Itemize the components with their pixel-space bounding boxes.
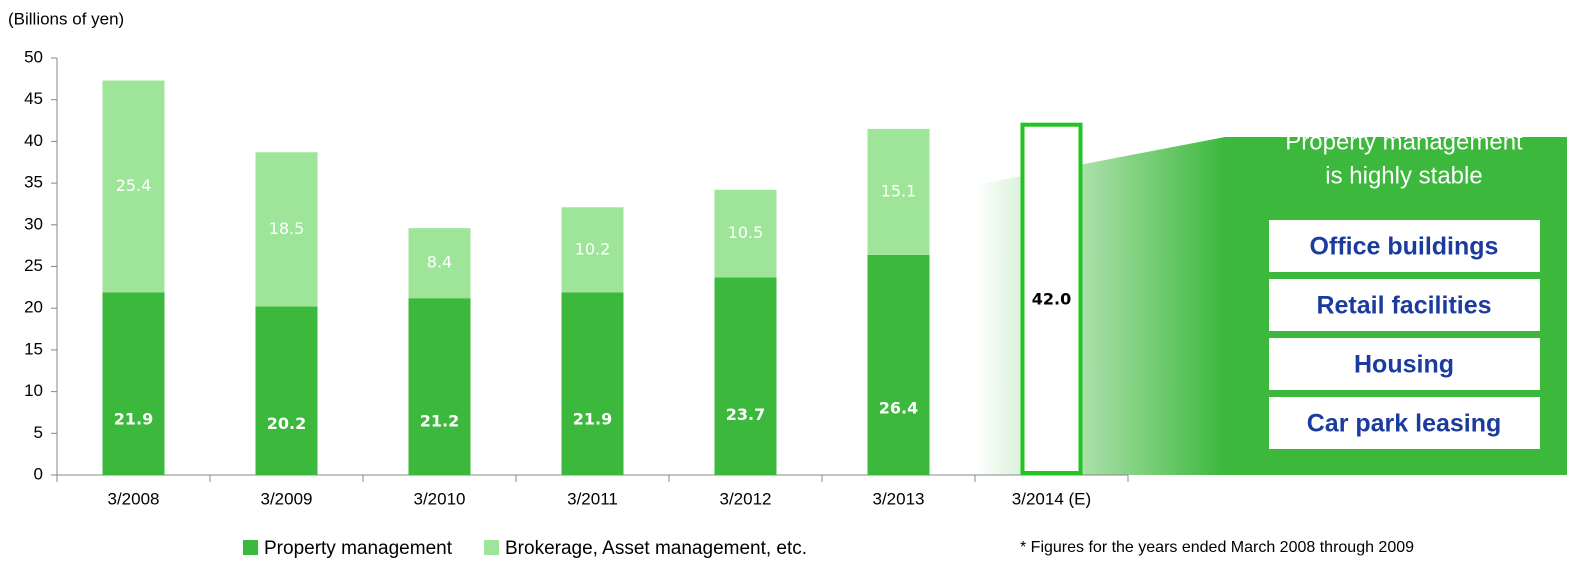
value-label: 8.4 bbox=[427, 253, 452, 272]
value-label: 26.4 bbox=[879, 398, 918, 417]
x-tick-label: 3/2010 bbox=[414, 489, 466, 508]
y-tick-label: 30 bbox=[24, 214, 43, 233]
bar-segment bbox=[714, 277, 777, 475]
x-tick-label: 3/2013 bbox=[873, 489, 925, 508]
bar-segment bbox=[714, 189, 777, 278]
value-label: 21.2 bbox=[420, 411, 459, 430]
value-label: 21.9 bbox=[114, 410, 153, 429]
bar-segment bbox=[561, 207, 624, 293]
value-label: 23.7 bbox=[726, 405, 765, 424]
y-tick-label: 15 bbox=[24, 339, 43, 358]
value-label: 21.9 bbox=[573, 410, 612, 429]
bar-segment bbox=[867, 254, 930, 475]
callout-box bbox=[1269, 338, 1540, 390]
callout-fade bbox=[975, 137, 1225, 475]
bar-segment bbox=[867, 128, 930, 255]
value-label: 20.2 bbox=[267, 414, 306, 433]
value-label: 18.5 bbox=[269, 219, 305, 238]
estimate-label: 42.0 bbox=[1032, 289, 1071, 308]
x-tick-label: 3/2008 bbox=[108, 489, 160, 508]
x-tick-label: 3/2014 (E) bbox=[1012, 489, 1091, 508]
bar-segment bbox=[102, 292, 165, 475]
callout-item: Retail facilities bbox=[1316, 292, 1491, 320]
y-tick-label: 0 bbox=[34, 464, 43, 483]
callout-item: Car park leasing bbox=[1307, 410, 1502, 438]
y-tick-label: 45 bbox=[24, 89, 43, 108]
y-tick-label: 5 bbox=[34, 423, 43, 442]
y-tick-label: 20 bbox=[24, 298, 43, 317]
legend-swatch bbox=[243, 540, 258, 555]
bar-segment bbox=[561, 292, 624, 475]
callout-box bbox=[1269, 220, 1540, 272]
callout-title: Property management bbox=[1285, 128, 1523, 155]
value-label: 10.2 bbox=[575, 239, 611, 258]
x-tick-label: 3/2011 bbox=[567, 489, 618, 508]
value-label: 15.1 bbox=[881, 181, 917, 200]
footnote: * Figures for the years ended March 2008… bbox=[1020, 539, 1414, 556]
y-tick-label: 10 bbox=[24, 381, 43, 400]
callout-title: is highly stable bbox=[1325, 162, 1482, 189]
value-label: 10.5 bbox=[728, 223, 764, 242]
callout-item: Housing bbox=[1354, 351, 1454, 379]
y-axis-label: (Billions of yen) bbox=[8, 9, 124, 28]
legend-label: Brokerage, Asset management, etc. bbox=[505, 538, 807, 559]
bar-segment bbox=[255, 152, 318, 307]
x-tick-label: 3/2009 bbox=[261, 489, 313, 508]
bar-segment bbox=[102, 80, 165, 293]
bar-segment bbox=[408, 298, 471, 475]
y-tick-label: 50 bbox=[24, 47, 43, 66]
value-label: 25.4 bbox=[116, 176, 152, 195]
legend-label: Property management bbox=[264, 538, 453, 559]
bar-segment bbox=[255, 306, 318, 475]
legend-swatch bbox=[484, 540, 499, 555]
bar-segment bbox=[408, 228, 471, 299]
x-tick-label: 3/2012 bbox=[720, 489, 772, 508]
y-tick-label: 35 bbox=[24, 173, 43, 192]
callout-box bbox=[1269, 279, 1540, 331]
y-tick-label: 25 bbox=[24, 256, 43, 275]
callout-item: Office buildings bbox=[1310, 233, 1499, 261]
estimate-bar bbox=[1020, 122, 1083, 475]
y-tick-label: 40 bbox=[24, 131, 43, 150]
callout-box bbox=[1269, 397, 1540, 449]
